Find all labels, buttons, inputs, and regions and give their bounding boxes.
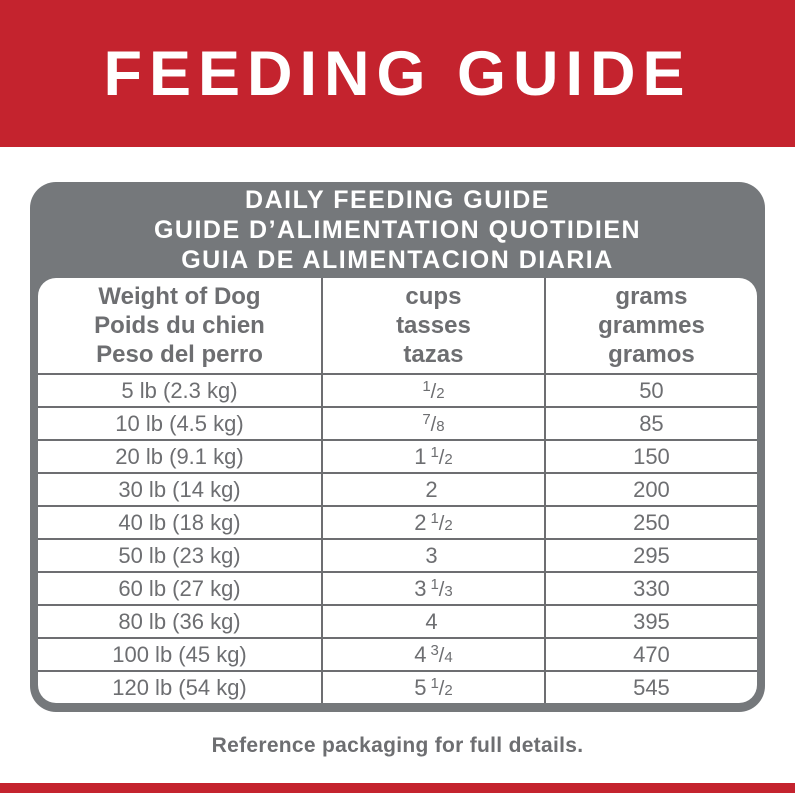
bottom-red-strip [0,783,795,793]
column-header-weight-en: Weight of Dog [98,283,261,310]
column-header-weight: Weight of Dog Poids du chien Peso del pe… [38,278,322,374]
fraction-slash: / [430,413,437,436]
feeding-table-wrapper: Weight of Dog Poids du chien Peso del pe… [38,278,757,703]
grams-cell: 330 [543,571,757,605]
guide-title: DAILY FEEDING GUIDE GUIDE D’ALIMENTATION… [38,182,757,278]
guide-title-spanish: GUIA DE ALIMENTACION DIARIA [181,246,614,274]
daily-feeding-guide-panel: DAILY FEEDING GUIDE GUIDE D’ALIMENTATION… [30,182,765,712]
fraction-slash: / [438,512,445,535]
guide-title-french: GUIDE D’ALIMENTATION QUOTIDIEN [153,216,642,244]
table-row: 80 lb (36 kg) 4 395 [38,604,757,638]
column-header-grams: grams grammes gramos [543,278,757,374]
grams-cell: 150 [543,439,757,473]
column-header-cups-en: cups [405,283,462,310]
cups-whole: 3 [414,575,427,601]
cups-cell: 4 [321,604,545,638]
fraction-slash: / [438,578,445,601]
weight-cell: 30 lb (14 kg) [38,472,322,506]
guide-title-english: DAILY FEEDING GUIDE [245,186,550,214]
fraction-denominator: 2 [444,681,453,699]
table-row: 5 lb (2.3 kg) 1/2 50 [38,373,757,407]
cups-cell: 5 1/2 [321,670,545,703]
fraction-numerator: 1 [430,674,439,692]
cups-whole: 3 [425,542,438,568]
fraction-slash: / [438,677,445,700]
fraction-slash: / [430,380,437,403]
cups-cell: 3 1/3 [321,571,545,605]
weight-cell: 40 lb (18 kg) [38,505,322,539]
weight-cell: 100 lb (45 kg) [38,637,322,671]
weight-cell: 5 lb (2.3 kg) [38,373,322,407]
cups-whole: 5 [414,674,427,700]
fraction-denominator: 2 [436,384,445,402]
fraction-slash: / [438,644,445,667]
feeding-guide-banner: FEEDING GUIDE [0,0,795,147]
grams-cell: 250 [543,505,757,539]
column-header-grams-fr: grammes [598,312,705,339]
table-row: 50 lb (23 kg) 3 295 [38,538,757,572]
reference-note: Reference packaging for full details. [211,734,584,757]
cups-cell: 3 [321,538,545,572]
cups-whole: 2 [414,509,427,535]
grams-cell: 470 [543,637,757,671]
fraction-numerator: 1 [430,509,439,527]
cups-whole: 4 [414,641,427,667]
grams-cell: 50 [543,373,757,407]
grams-cell: 85 [543,406,757,440]
table-row: 60 lb (27 kg) 3 1/3 330 [38,571,757,605]
column-header-grams-es: gramos [608,341,695,368]
column-header-weight-es: Peso del perro [96,341,263,368]
fraction-numerator: 1 [422,377,431,395]
column-header-cups-fr: tasses [396,312,471,339]
weight-cell: 80 lb (36 kg) [38,604,322,638]
fraction-denominator: 3 [444,582,453,600]
grams-cell: 295 [543,538,757,572]
cups-whole: 1 [414,443,427,469]
table-row: 10 lb (4.5 kg) 7/8 85 [38,406,757,440]
cups-whole: 4 [425,608,438,634]
header-row: Weight of Dog Poids du chien Peso del pe… [38,278,757,374]
column-header-grams-en: grams [615,283,688,310]
column-header-weight-fr: Poids du chien [94,312,265,339]
fraction-numerator: 1 [430,575,439,593]
cups-cell: 4 3/4 [321,637,545,671]
banner-title: FEEDING GUIDE [103,38,692,109]
fraction-slash: / [438,446,445,469]
table-row: 30 lb (14 kg) 2 200 [38,472,757,506]
weight-cell: 120 lb (54 kg) [38,670,322,703]
column-header-cups-es: tazas [403,341,464,368]
weight-cell: 10 lb (4.5 kg) [38,406,322,440]
cups-cell: 2 1/2 [321,505,545,539]
cups-cell: 7/8 [321,406,545,440]
cups-cell: 2 [321,472,545,506]
column-header-cups: cups tasses tazas [321,278,545,374]
feeding-table: Weight of Dog Poids du chien Peso del pe… [38,278,757,703]
grams-cell: 395 [543,604,757,638]
fraction-denominator: 2 [444,450,453,468]
weight-cell: 60 lb (27 kg) [38,571,322,605]
weight-cell: 50 lb (23 kg) [38,538,322,572]
fraction-denominator: 4 [444,648,453,666]
fraction-denominator: 2 [444,516,453,534]
table-row: 120 lb (54 kg) 5 1/2 545 [38,670,757,703]
fraction-numerator: 1 [430,443,439,461]
fraction-numerator: 3 [430,641,439,659]
weight-cell: 20 lb (9.1 kg) [38,439,322,473]
grams-cell: 200 [543,472,757,506]
cups-cell: 1/2 [321,373,545,407]
grams-cell: 545 [543,670,757,703]
table-row: 20 lb (9.1 kg) 1 1/2 150 [38,439,757,473]
table-row: 100 lb (45 kg) 4 3/4 470 [38,637,757,671]
table-row: 40 lb (18 kg) 2 1/2 250 [38,505,757,539]
cups-whole: 2 [425,476,438,502]
fraction-denominator: 8 [436,417,445,435]
cups-cell: 1 1/2 [321,439,545,473]
fraction-numerator: 7 [422,410,431,428]
